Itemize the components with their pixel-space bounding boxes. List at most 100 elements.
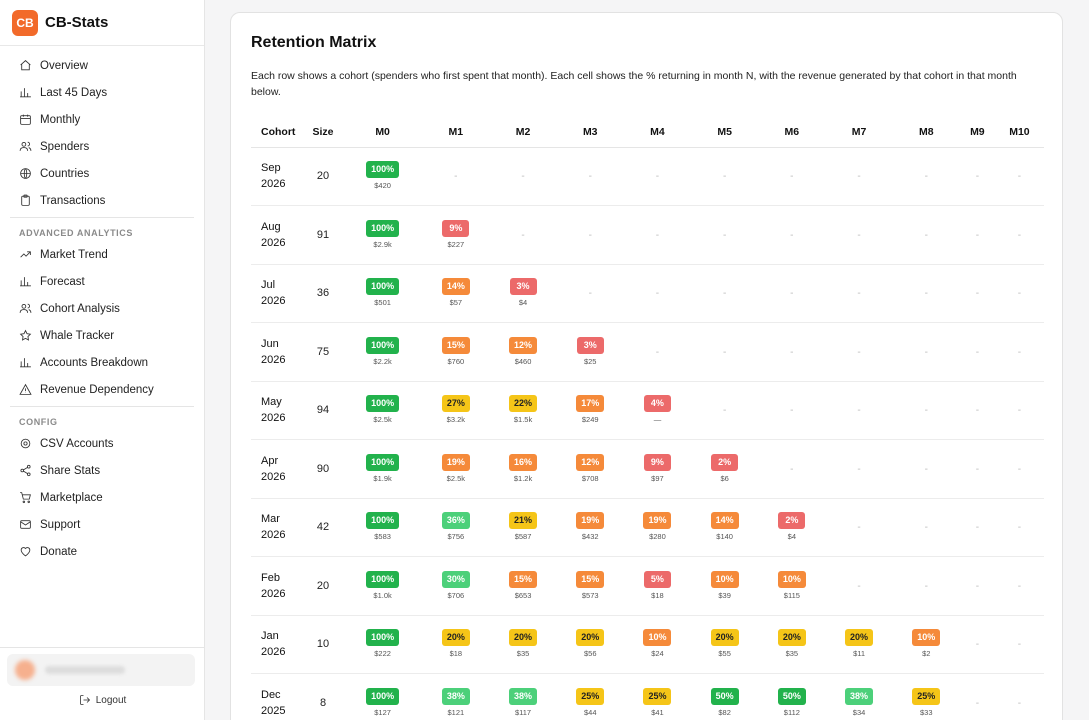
retention-cell[interactable]: 16% $1.2k [489,439,557,499]
retention-cell[interactable]: 100% $2.5k [343,381,423,440]
column-header-m3[interactable]: M3 [556,117,624,148]
sidebar-item-transactions[interactable]: Transactions [10,187,194,214]
retention-cell[interactable]: 15% $573 [556,556,624,616]
column-header-m1[interactable]: M1 [422,117,490,148]
sidebar-item-market-trend[interactable]: Market Trend [10,241,194,268]
retention-cell[interactable]: 5% $18 [623,556,692,616]
logout-button[interactable]: Logout [0,694,205,706]
column-header-cohort[interactable]: Cohort [251,117,303,148]
table-row: May 2026 94 100% $2.5k 27% $3.2k 22% $1.5k 17% $24… [251,381,1044,440]
retention-cell[interactable]: 20% $35 [489,615,557,674]
retention-cell[interactable]: 38% $34 [825,673,893,720]
column-header-m7[interactable]: M7 [825,117,893,148]
retention-cell[interactable]: 19% $432 [556,498,624,557]
revenue-value: $115 [783,590,800,600]
retention-cell[interactable]: 2% $4 [758,498,826,557]
retention-cell[interactable]: 12% $460 [489,322,557,382]
brand[interactable]: CB CB-Stats [0,0,204,46]
sidebar-item-forecast[interactable]: Forecast [10,268,194,295]
retention-cell[interactable]: 38% $117 [489,673,557,720]
column-header-m6[interactable]: M6 [758,117,826,148]
sidebar-item-last-45-days[interactable]: Last 45 Days [10,79,194,106]
sidebar-item-countries[interactable]: Countries [10,160,194,187]
sidebar-item-revenue-dependency[interactable]: Revenue Dependency [10,376,194,403]
retention-cell[interactable]: 10% $2 [892,615,960,674]
sidebar-item-share-stats[interactable]: Share Stats [10,457,194,484]
sidebar-item-overview[interactable]: Overview [10,52,194,79]
retention-cell[interactable]: 15% $653 [489,556,557,616]
retention-cell[interactable]: 100% $583 [343,498,423,557]
column-header-m4[interactable]: M4 [623,117,692,148]
sidebar-item-csv-accounts[interactable]: CSV Accounts [10,430,194,457]
retention-cell[interactable]: 14% $140 [691,498,759,557]
sidebar-item-support[interactable]: Support [10,511,194,538]
retention-percent-badge: 22% [509,395,538,413]
retention-cell[interactable]: 100% $420 [343,147,423,206]
retention-cell[interactable]: 21% $587 [489,498,557,557]
retention-cell[interactable]: 20% $18 [422,615,490,674]
retention-cell[interactable]: 19% $2.5k [422,439,490,499]
sidebar-item-spenders[interactable]: Spenders [10,133,194,160]
retention-cell-content: 20% $55 [710,629,739,659]
retention-cell[interactable]: 50% $112 [758,673,826,720]
sidebar-item-label: Last 45 Days [40,86,108,99]
retention-cell[interactable]: 22% $1.5k [489,381,557,440]
retention-cell[interactable]: 25% $44 [556,673,624,720]
retention-cell[interactable]: 3% $4 [489,264,557,323]
retention-cell[interactable]: 100% $501 [343,264,423,323]
column-header-size[interactable]: Size [303,117,343,148]
retention-cell[interactable]: 10% $115 [758,556,826,616]
retention-cell[interactable]: 100% $2.2k [343,322,423,382]
retention-cell[interactable]: 100% $222 [343,615,423,674]
retention-cell[interactable]: 25% $41 [623,673,692,720]
revenue-value: — [653,415,662,425]
column-header-m8[interactable]: M8 [892,117,960,148]
retention-cell[interactable]: 27% $3.2k [422,381,490,440]
sidebar-item-accounts-breakdown[interactable]: Accounts Breakdown [10,349,194,376]
retention-percent-badge: 16% [509,453,538,471]
column-header-m5[interactable]: M5 [691,117,759,148]
user-profile[interactable] [7,654,195,686]
sidebar-item-cohort-analysis[interactable]: Cohort Analysis [10,295,194,322]
column-header-m2[interactable]: M2 [489,117,557,148]
retention-cell[interactable]: 20% $35 [758,615,826,674]
sidebar-item-whale-tracker[interactable]: Whale Tracker [10,322,194,349]
retention-cell[interactable]: 25% $33 [892,673,960,720]
column-header-m9[interactable]: M9 [959,117,995,148]
retention-cell[interactable]: 2% $6 [691,439,759,499]
retention-cell[interactable]: 30% $706 [422,556,490,616]
retention-cell[interactable]: 20% $56 [556,615,624,674]
retention-cell[interactable]: 100% $2.9k [343,205,423,265]
retention-cell[interactable]: 20% $55 [691,615,759,674]
sidebar-item-monthly[interactable]: Monthly [10,106,194,133]
column-header-m10[interactable]: M10 [994,117,1044,148]
retention-cell[interactable]: 17% $249 [556,381,624,440]
retention-cell[interactable]: 50% $82 [691,673,759,720]
retention-cell[interactable]: 15% $760 [422,322,490,382]
retention-cell[interactable]: 20% $11 [825,615,893,674]
retention-cell[interactable]: 3% $25 [556,322,624,382]
revenue-value: $11 [853,649,866,659]
table-row: Aug 2026 91 100% $2.9k 9% $227 - - - - - - - - - [251,205,1044,265]
retention-cell[interactable]: 100% $1.0k [343,556,423,616]
retention-cell[interactable]: 9% $97 [623,439,692,499]
retention-cell[interactable]: 4% — [623,381,692,440]
retention-cell[interactable]: 19% $280 [623,498,692,557]
share-icon [19,464,32,477]
sidebar-item-marketplace[interactable]: Marketplace [10,484,194,511]
retention-cell[interactable]: 100% $127 [343,673,423,720]
sidebar-nav: Overview Last 45 Days Monthly Spenders Count… [0,46,204,565]
retention-cell[interactable]: 10% $39 [691,556,759,616]
retention-cell[interactable]: 9% $227 [422,205,490,265]
column-header-m0[interactable]: M0 [343,117,423,148]
retention-cell[interactable]: 10% $24 [623,615,692,674]
retention-cell[interactable]: 100% $1.9k [343,439,423,499]
sidebar-item-donate[interactable]: Donate [10,538,194,565]
retention-percent-badge: 14% [441,278,470,296]
retention-percent-badge: 10% [912,629,941,647]
retention-cell[interactable]: 38% $121 [422,673,490,720]
retention-cell[interactable]: 36% $756 [422,498,490,557]
revenue-value: $25 [583,356,597,366]
retention-cell[interactable]: 12% $708 [556,439,624,499]
retention-cell[interactable]: 14% $57 [422,264,490,323]
